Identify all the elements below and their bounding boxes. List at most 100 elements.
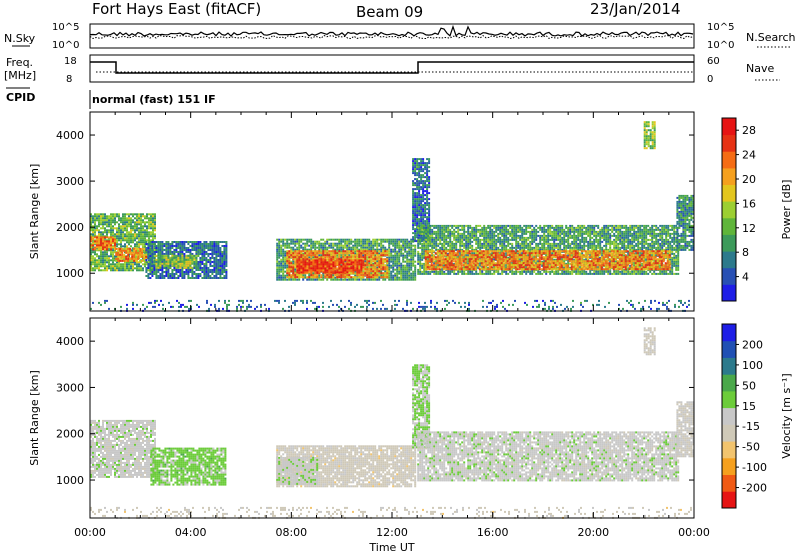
heatmap-cell	[447, 271, 449, 273]
heatmap-cell	[284, 257, 286, 259]
heatmap-cell	[213, 265, 215, 267]
heatmap-cell	[132, 267, 134, 269]
heatmap-cell	[173, 241, 175, 243]
heatmap-cell	[148, 217, 150, 219]
heatmap-cell	[412, 214, 414, 216]
heatmap-cell	[418, 186, 420, 188]
heatmap-cell	[449, 237, 451, 239]
heatmap-cell	[312, 279, 314, 281]
heatmap-cell	[163, 277, 165, 279]
heatmap-cell	[310, 245, 312, 247]
heatmap-cell	[412, 182, 414, 184]
heatmap-cell	[426, 166, 428, 168]
heatmap-cell	[177, 259, 179, 261]
heatmap-cell	[207, 247, 209, 249]
heatmap-cell	[175, 267, 177, 269]
heatmap-cell	[378, 260, 380, 262]
heatmap-cell	[157, 251, 159, 253]
heatmap-cell	[193, 259, 195, 261]
heatmap-cell	[308, 263, 310, 265]
heatmap-cell	[302, 254, 304, 256]
heatmap-cell	[155, 255, 157, 257]
heatmap-cell	[161, 247, 163, 249]
heatmap-cell	[374, 272, 376, 274]
heatmap-cell	[388, 243, 390, 245]
heatmap-cell	[423, 235, 425, 237]
heatmap-cell	[119, 248, 121, 250]
heatmap-cell	[108, 240, 110, 242]
heatmap-cell	[428, 162, 430, 164]
heatmap-cell	[159, 273, 161, 275]
heatmap-cell	[151, 253, 153, 255]
heatmap-cell	[282, 241, 284, 243]
heatmap-cell	[485, 247, 487, 249]
heatmap-cell	[336, 261, 338, 263]
heatmap-cell	[223, 257, 225, 259]
heatmap-cell	[96, 255, 98, 257]
heatmap-cell	[167, 267, 169, 269]
heatmap-cell	[421, 265, 423, 267]
heatmap-cell	[429, 227, 431, 229]
heatmap-cell	[137, 256, 139, 258]
heatmap-cell	[342, 267, 344, 269]
heatmap-cell	[185, 265, 187, 267]
heatmap-cell	[412, 160, 414, 162]
heatmap-cell	[129, 248, 131, 250]
heatmap-cell	[334, 254, 336, 256]
heatmap-cell	[424, 190, 426, 192]
heatmap-cell	[310, 239, 312, 241]
heatmap-cell	[314, 267, 316, 269]
heatmap-cell	[424, 208, 426, 210]
heatmap-cell	[322, 267, 324, 269]
heatmap-cell	[199, 259, 201, 261]
heatmap-cell	[185, 257, 187, 259]
heatmap-cell	[322, 254, 324, 256]
heatmap-cell	[217, 263, 219, 265]
heatmap-cell	[326, 254, 328, 256]
heatmap-cell	[306, 256, 308, 258]
heatmap-cell	[362, 266, 364, 268]
heatmap-cell	[360, 243, 362, 245]
heatmap-cell	[225, 247, 227, 249]
heatmap-cell	[386, 274, 388, 276]
heatmap-cell	[104, 236, 106, 238]
heatmap-cell	[120, 263, 122, 265]
heatmap-cell	[312, 265, 314, 267]
heatmap-cell	[418, 184, 420, 186]
heatmap-cell	[414, 218, 416, 220]
heatmap-cell	[394, 247, 396, 249]
heatmap-cell	[392, 261, 394, 263]
heatmap-cell	[110, 251, 112, 253]
heatmap-cell	[197, 273, 199, 275]
heatmap-cell	[189, 261, 191, 263]
heatmap-cell	[433, 241, 435, 243]
heatmap-cell	[402, 255, 404, 257]
heatmap-cell	[338, 279, 340, 281]
heatmap-cell	[211, 269, 213, 271]
heatmap-cell	[421, 239, 423, 241]
heatmap-cell	[213, 241, 215, 243]
heatmap-cell	[128, 231, 130, 233]
heatmap-cell	[328, 263, 330, 265]
heatmap-cell	[416, 158, 418, 160]
heatmap-cell	[423, 229, 425, 231]
heatmap-cell	[489, 245, 491, 247]
heatmap-cell	[368, 254, 370, 256]
heatmap-cell	[278, 265, 280, 267]
heatmap-cell	[421, 259, 423, 261]
heatmap-cell	[340, 245, 342, 247]
heatmap-cell	[132, 227, 134, 229]
heatmap-cell	[130, 233, 132, 235]
heatmap-cell	[282, 251, 284, 253]
heatmap-cell	[127, 260, 129, 262]
heatmap-cell	[217, 269, 219, 271]
heatmap-cell	[374, 276, 376, 278]
heatmap-cell	[145, 275, 147, 277]
heatmap-cell	[142, 267, 144, 269]
heatmap-cell	[457, 237, 459, 239]
heatmap-cell	[428, 182, 430, 184]
heatmap-cell	[159, 257, 161, 259]
heatmap-cell	[469, 225, 471, 227]
heatmap-cell	[128, 269, 130, 271]
heatmap-cell	[398, 265, 400, 267]
